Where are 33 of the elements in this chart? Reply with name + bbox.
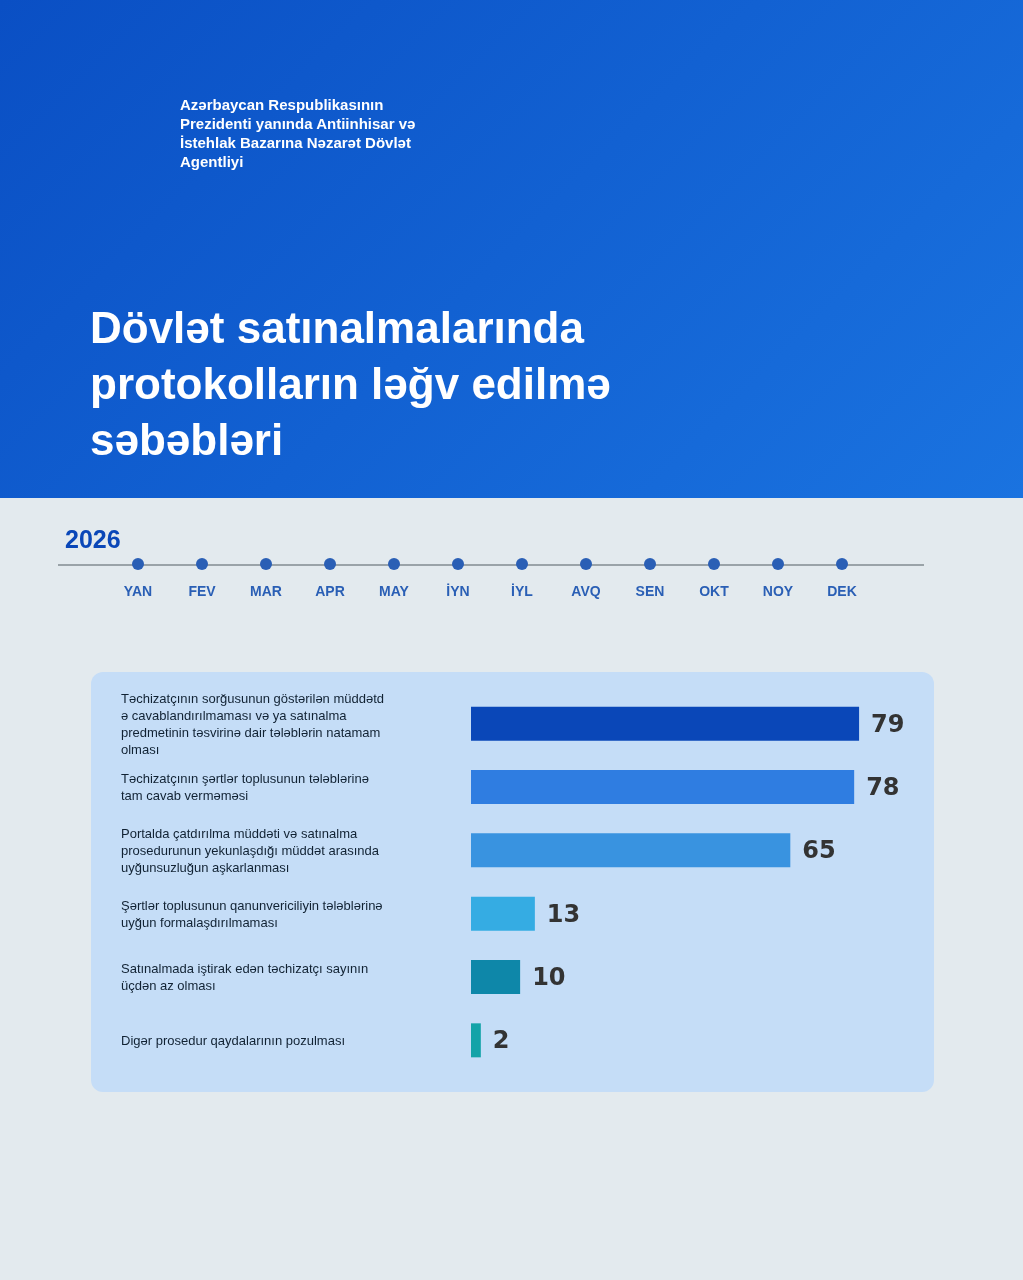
text: 2026 — [65, 525, 121, 554]
data-label: 78 — [866, 773, 900, 801]
text: İYL — [511, 583, 533, 599]
text: FEV — [188, 583, 216, 599]
text: YAN — [123, 583, 153, 599]
bar — [471, 833, 791, 868]
y-tick-label: Digər prosedur qaydalarının pozulması — [121, 1032, 346, 1048]
bar — [471, 770, 855, 804]
data-label: 79 — [871, 709, 905, 738]
text: Azərbaycan Respublikasının Prezidenti yanında Antiinhisar və İstehlak Bazarına Nəzarət Dövlət Agentliyi — [180, 95, 417, 171]
text: MAY — [379, 583, 409, 599]
text: SEN — [635, 583, 665, 599]
text: İYN — [446, 583, 470, 599]
data-label: 65 — [802, 836, 836, 865]
bar — [471, 896, 535, 931]
text: DEK — [827, 583, 857, 599]
y-tick-label: Şərtlər toplusunun qanunvericiliyin tələblərinə uyğun formalaşdırılmaması — [121, 897, 387, 930]
data-label: 2 — [492, 1026, 510, 1055]
data-label: 10 — [532, 963, 566, 991]
y-tick-label: Portalda çatdırılma müddəti və satınalma prosedurunun yekunlaşdığı müddət arasında uyğunsuzluğun aşkarlanması — [121, 825, 383, 875]
y-tick-label: Satınalmada iştirak edən təchizatçı sayının üçdən az olması — [121, 961, 372, 993]
bar — [471, 1023, 481, 1058]
text: APR — [315, 583, 345, 599]
text: OKT — [699, 583, 729, 599]
y-tick-label: Təchizatçının sorğusunun göstərilən müddətdə cavablandırılmaması və ya satınalma predmetinin təsvirinə dair tələblərin natamam olması — [121, 690, 385, 757]
chart-title: Dövlət satınalmalarında protokolların ləğv edilmə səbəbləri — [90, 302, 612, 466]
bar — [471, 960, 521, 994]
text: AVQ — [571, 583, 601, 599]
bar — [471, 706, 860, 741]
text: MAR — [250, 583, 282, 599]
data-label: 13 — [546, 899, 581, 928]
text: NOY — [762, 583, 794, 599]
y-tick-label: Təchizatçının şərtlər toplusunun tələblərinə tam cavab verməməsi — [121, 771, 373, 803]
